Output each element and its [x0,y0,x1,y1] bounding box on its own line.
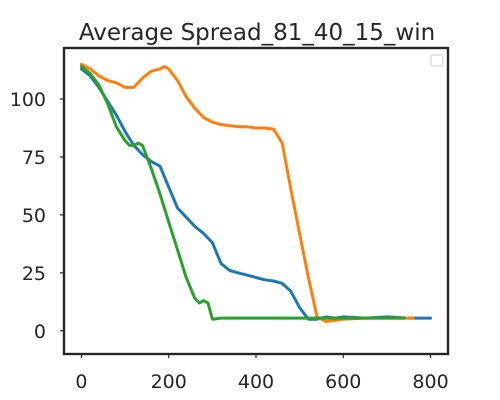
x-tick-label: 400 [238,371,274,393]
y-tick-label: 25 [22,263,46,285]
x-tick-label: 0 [75,371,87,393]
series-line-1 [80,67,432,321]
y-tick-label: 50 [22,205,46,227]
y-tick-label: 0 [34,321,46,343]
x-axis-ticks: 0 200 400 600 800 [75,354,449,393]
series-lines [80,62,432,323]
x-tick-label: 800 [412,371,448,393]
series-line-2 [80,62,415,323]
plot-frame [62,46,450,356]
series-line-3 [80,65,406,321]
y-tick-label: 75 [22,147,46,169]
x-tick-label: 200 [151,371,187,393]
x-tick-label: 600 [325,371,361,393]
legend-box [430,54,444,67]
chart-title: Average Spread_81_40_15_win [79,20,435,46]
y-tick-label: 100 [10,89,46,111]
y-axis-ticks: 0 25 50 75 100 [10,89,64,343]
